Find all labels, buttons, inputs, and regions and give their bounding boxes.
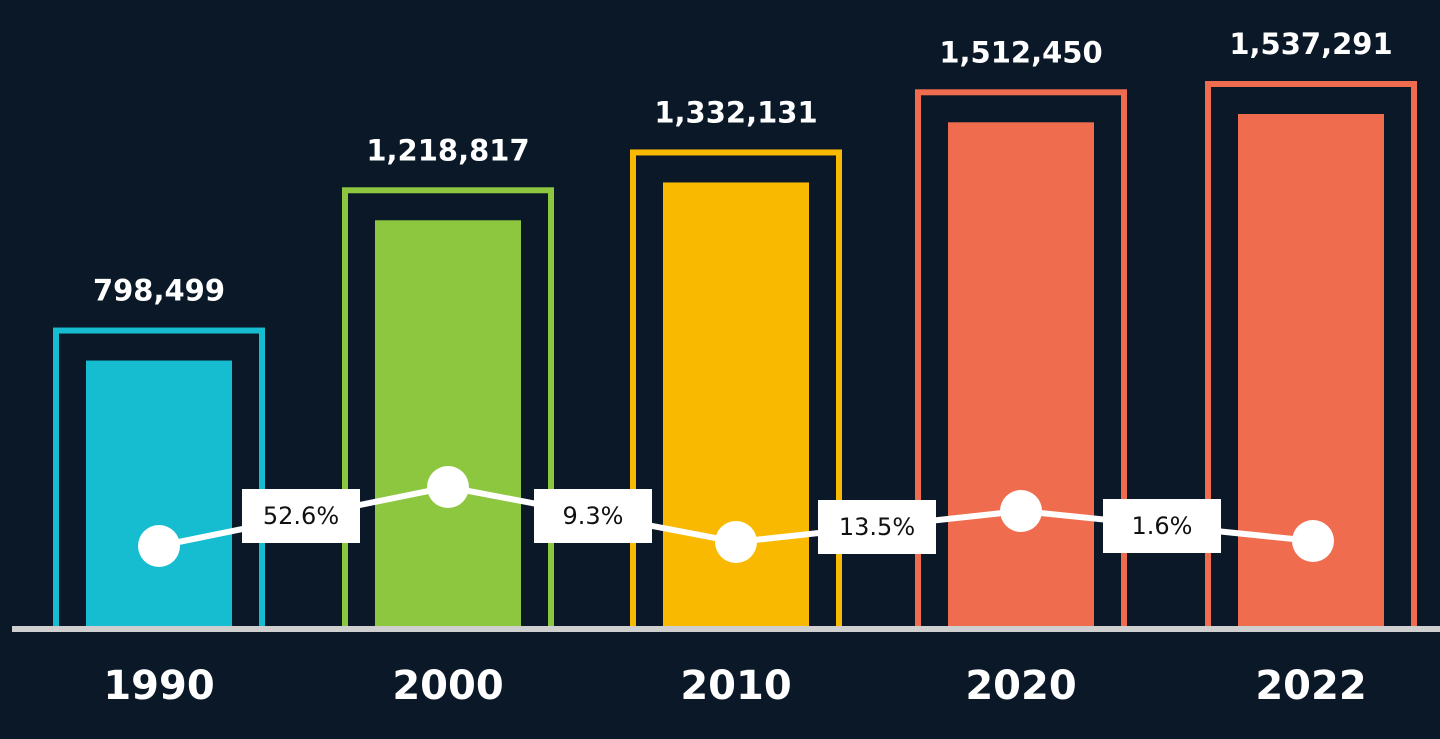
dot bbox=[1000, 490, 1042, 532]
value-label: 1,332,131 bbox=[654, 95, 817, 129]
value-label: 1,218,817 bbox=[366, 133, 529, 167]
dot bbox=[715, 521, 757, 563]
bar bbox=[948, 122, 1094, 627]
growth-box: 9.3% bbox=[534, 489, 652, 543]
growth-label: 52.6% bbox=[263, 502, 339, 530]
value-label: 1,512,450 bbox=[939, 35, 1102, 69]
x-tick-label: 1990 bbox=[103, 663, 214, 709]
dot bbox=[1292, 520, 1334, 562]
growth-label: 1.6% bbox=[1132, 512, 1193, 540]
growth-box: 1.6% bbox=[1103, 499, 1221, 553]
value-label: 1,537,291 bbox=[1229, 27, 1392, 61]
bar bbox=[375, 220, 521, 628]
growth-box: 13.5% bbox=[818, 500, 936, 554]
dot bbox=[138, 525, 180, 567]
growth-box: 52.6% bbox=[242, 489, 360, 543]
growth-label: 9.3% bbox=[563, 502, 624, 530]
bar bbox=[86, 360, 232, 627]
value-label: 798,499 bbox=[93, 274, 225, 308]
bars bbox=[53, 81, 1417, 633]
x-tick-label: 2022 bbox=[1255, 663, 1366, 709]
growth-label: 13.5% bbox=[839, 513, 915, 541]
dot bbox=[427, 466, 469, 508]
x-tick-label: 2020 bbox=[965, 663, 1076, 709]
x-tick-label: 2000 bbox=[392, 663, 503, 709]
x-tick-label: 2010 bbox=[680, 663, 791, 709]
